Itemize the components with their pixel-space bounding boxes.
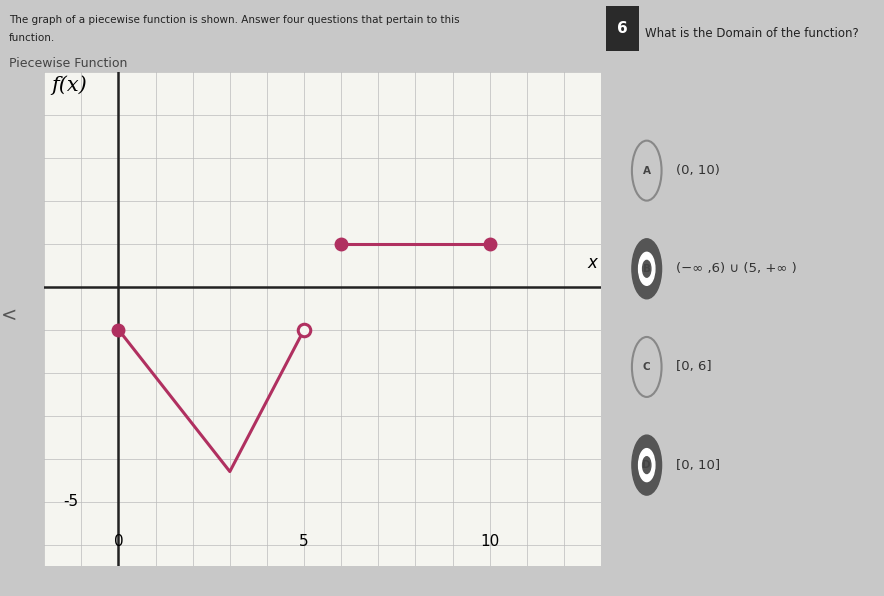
Text: <: < [1, 306, 18, 325]
Text: B: B [643, 264, 651, 274]
FancyBboxPatch shape [606, 6, 639, 51]
Text: 6: 6 [617, 21, 628, 36]
Circle shape [643, 457, 651, 473]
Circle shape [632, 435, 661, 495]
Text: C: C [643, 362, 651, 372]
Text: x: x [588, 253, 598, 272]
Circle shape [643, 260, 651, 277]
Text: The graph of a piecewise function is shown. Answer four questions that pertain t: The graph of a piecewise function is sho… [9, 15, 460, 25]
Text: -5: -5 [63, 494, 78, 509]
Text: A: A [643, 166, 651, 176]
Text: 0: 0 [114, 534, 123, 549]
Text: f(x): f(x) [51, 76, 88, 95]
Circle shape [632, 239, 661, 299]
Text: What is the Domain of the function?: What is the Domain of the function? [645, 27, 859, 40]
Text: (−∞ ,6) ∪ (5, +∞ ): (−∞ ,6) ∪ (5, +∞ ) [676, 262, 797, 275]
Text: function.: function. [9, 33, 55, 43]
Circle shape [638, 449, 655, 482]
Text: 10: 10 [480, 534, 499, 549]
Circle shape [638, 252, 655, 285]
Text: Piecewise Function: Piecewise Function [9, 57, 127, 70]
Text: 5: 5 [300, 534, 309, 549]
Text: D: D [643, 460, 651, 470]
Text: (0, 10): (0, 10) [676, 164, 720, 177]
Text: [0, 6]: [0, 6] [676, 361, 712, 374]
Text: [0, 10]: [0, 10] [676, 458, 720, 471]
